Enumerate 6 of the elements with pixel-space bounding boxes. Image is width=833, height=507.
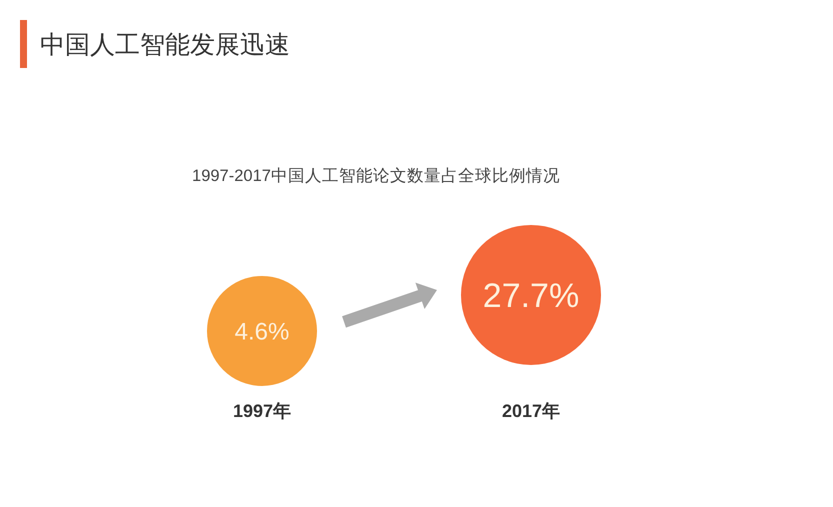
category-label: 1997年: [232, 401, 292, 421]
data-label: 27.7%: [482, 277, 580, 316]
data-label: 4.6%: [234, 318, 290, 346]
text: 1997-2017中国人工智能论文数量占全球比例情况: [192, 166, 560, 185]
text: 中国人工智能发展迅速: [40, 31, 290, 59]
category-label: 2017年: [502, 401, 560, 421]
